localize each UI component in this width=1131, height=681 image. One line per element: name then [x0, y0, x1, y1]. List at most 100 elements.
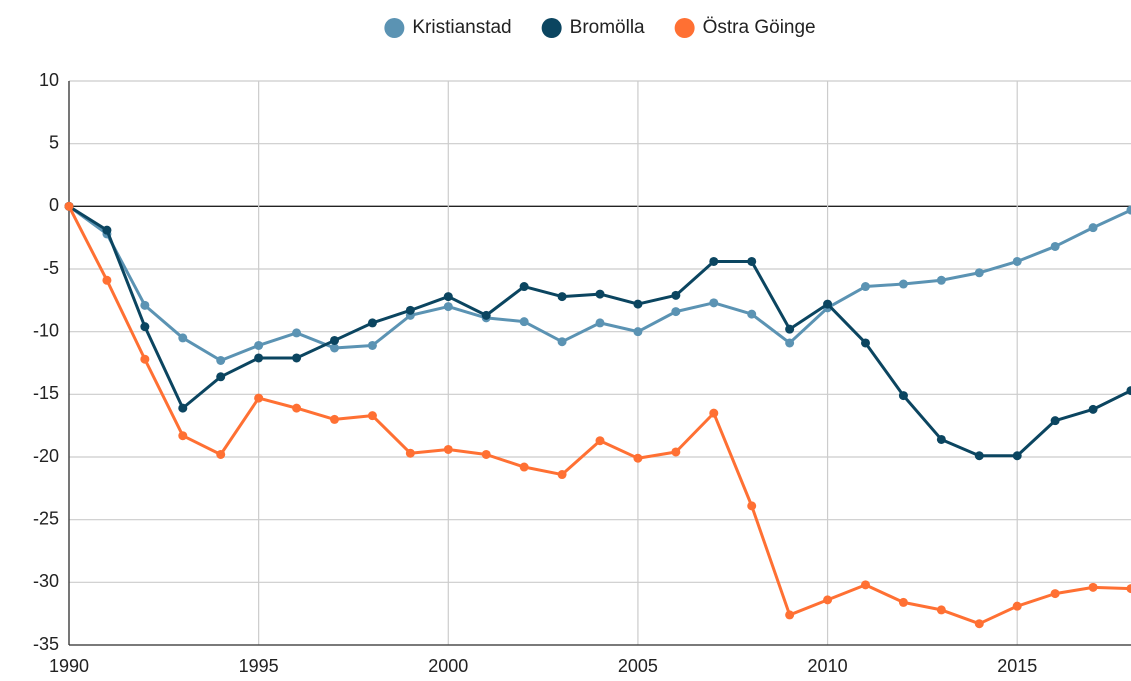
data-point	[785, 610, 795, 620]
legend-label: Kristianstad	[412, 17, 511, 38]
data-point	[1126, 584, 1131, 594]
data-point	[861, 282, 870, 292]
data-point	[898, 391, 908, 401]
data-point	[785, 324, 795, 334]
data-point	[330, 414, 339, 424]
data-point	[1050, 589, 1060, 599]
x-tick-label: 2010	[808, 656, 848, 676]
data-point	[861, 338, 870, 348]
data-point	[140, 354, 150, 364]
data-point	[936, 434, 946, 444]
data-point	[102, 275, 112, 285]
data-point	[367, 340, 377, 350]
x-tick-label: 2000	[428, 656, 468, 676]
y-tick-label: -35	[33, 634, 59, 654]
data-point	[936, 605, 946, 615]
data-point	[709, 256, 719, 266]
legend-marker	[384, 18, 405, 38]
data-point	[595, 436, 605, 446]
data-point	[102, 225, 112, 235]
data-point	[633, 327, 643, 337]
x-tick-label: 2015	[997, 656, 1037, 676]
data-point	[140, 300, 150, 310]
data-point	[595, 289, 605, 299]
y-tick-label: -15	[33, 383, 59, 403]
data-point	[1012, 451, 1022, 461]
data-point	[898, 279, 908, 289]
data-point	[709, 298, 719, 308]
data-point	[671, 447, 681, 457]
data-point	[1126, 386, 1131, 396]
data-point	[709, 408, 719, 418]
data-point	[898, 597, 908, 607]
data-point	[823, 299, 833, 309]
legend-label: Bromölla	[570, 17, 645, 38]
data-point	[785, 338, 795, 348]
data-point	[974, 268, 984, 278]
legend-marker	[674, 18, 695, 38]
data-point	[216, 355, 226, 365]
data-point	[367, 318, 377, 328]
data-point	[671, 290, 681, 300]
data-point	[178, 403, 188, 413]
data-point	[633, 299, 643, 309]
data-point	[254, 353, 264, 363]
data-point	[557, 470, 567, 480]
data-point	[595, 318, 605, 328]
data-point	[1012, 601, 1022, 611]
y-tick-label: 10	[39, 70, 59, 90]
data-point	[1088, 404, 1098, 414]
data-point	[367, 411, 377, 421]
data-point	[254, 340, 264, 350]
data-point	[747, 501, 757, 511]
data-point	[481, 449, 491, 459]
y-tick-label: 0	[49, 195, 59, 215]
series-line	[68, 205, 1131, 458]
legend: Kristianstad Bromölla Östra Göinge	[384, 17, 816, 38]
series-line	[68, 205, 1131, 362]
y-tick-label: 5	[49, 132, 59, 152]
data-point	[747, 309, 757, 319]
data-point	[481, 310, 491, 320]
y-tick-label: -20	[33, 446, 59, 466]
data-point	[216, 372, 226, 382]
data-point	[1012, 256, 1022, 266]
legend-marker	[541, 18, 562, 38]
plot	[64, 201, 1131, 629]
data-point	[974, 619, 984, 629]
data-point	[1126, 205, 1131, 215]
data-point	[823, 595, 833, 605]
data-point	[443, 302, 453, 312]
data-point	[861, 580, 870, 590]
data-point	[557, 337, 567, 347]
data-point	[216, 449, 226, 459]
data-point	[140, 322, 150, 332]
data-point	[443, 444, 453, 454]
data-point	[1050, 416, 1060, 426]
data-point	[1088, 223, 1098, 233]
data-point	[936, 275, 946, 285]
x-tick-label: 1990	[49, 656, 89, 676]
data-point	[178, 431, 188, 441]
y-tick-label: -25	[33, 508, 59, 528]
data-point	[519, 282, 529, 292]
x-tick-label: 1995	[239, 656, 279, 676]
data-point	[292, 328, 302, 338]
data-point	[671, 307, 681, 317]
data-point	[633, 453, 643, 463]
y-tick-label: -30	[33, 571, 59, 591]
data-point	[1050, 241, 1060, 251]
x-tick-label: 2005	[618, 656, 658, 676]
data-point	[557, 292, 567, 302]
data-point	[330, 343, 339, 353]
data-point	[519, 462, 529, 472]
data-point	[1088, 582, 1098, 592]
data-point	[292, 353, 302, 363]
data-point	[254, 393, 264, 403]
data-point	[405, 448, 415, 458]
legend-label: Östra Göinge	[703, 17, 816, 38]
y-tick-label: -5	[43, 258, 59, 278]
data-point	[292, 403, 302, 413]
